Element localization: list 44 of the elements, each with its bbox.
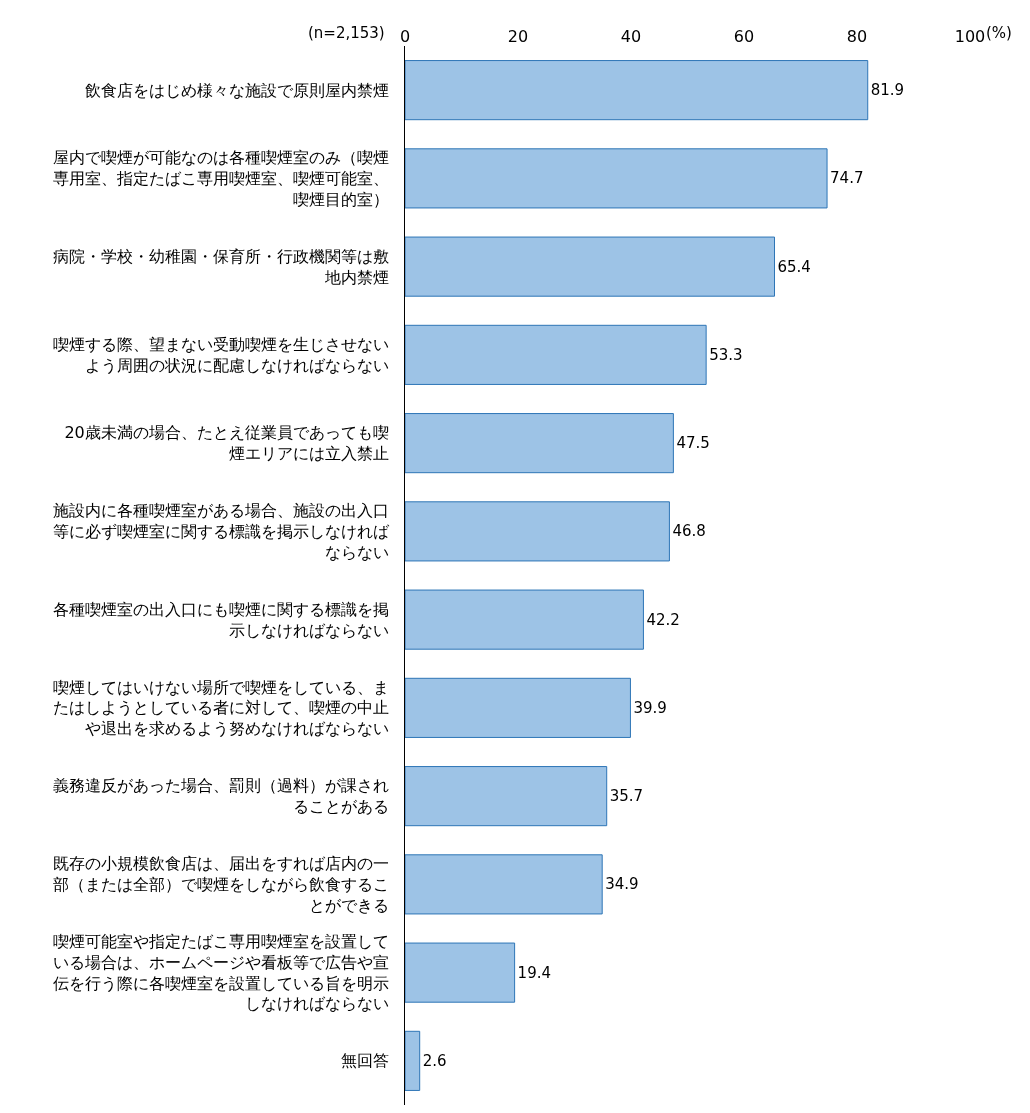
y-tick-label: 病院・学校・幼稚園・保育所・行政機関等は敷地内禁煙: [52, 246, 389, 287]
x-tick-label: 20: [507, 26, 529, 46]
bar: [405, 236, 776, 297]
text: (n=2,153): [308, 24, 385, 42]
data-label: 39.9: [633, 698, 667, 717]
data-label: 74.7: [830, 169, 864, 188]
data-label: 81.9: [870, 81, 905, 100]
data-label: 35.7: [609, 787, 644, 806]
data-label: 46.8: [672, 522, 706, 541]
bar: [405, 60, 869, 121]
x-tick-label: 0: [399, 26, 411, 46]
y-tick-label: 既存の小規模飲食店は、届出をすれば店内の一部（または全部）で喫煙をしながら飲食することができる: [52, 854, 389, 915]
data-label: 34.9: [605, 875, 639, 894]
y-tick-label: 施設内に各種喫煙室がある場合、施設の出入口等に必ず喫煙室に関する標識を掲示しなければならない: [52, 501, 390, 562]
x-tick-label: 80: [846, 26, 868, 46]
x-axis-title: (%): [986, 24, 1012, 42]
bar: [405, 766, 608, 827]
data-label: 42.2: [646, 610, 680, 629]
bar: [405, 148, 828, 209]
y-tick-label: 無回答: [340, 1051, 389, 1071]
y-tick-label: 20歳未満の場合、たとえ従業員であっても喫煙エリアには立入禁止: [64, 423, 389, 464]
x-tick-label: 40: [620, 26, 642, 46]
bar: [405, 1030, 421, 1091]
y-tick-label: 屋内で喫煙が可能なのは各種喫煙室のみ（喫煙専用室、指定たばこ専用喫煙室、喫煙可能室、喫煙目的室）: [52, 148, 389, 209]
bar: [405, 854, 603, 915]
bar: [405, 677, 631, 738]
x-tick-label: 100: [954, 26, 986, 46]
bar: [405, 501, 670, 562]
data-label: 2.6: [422, 1051, 447, 1070]
y-tick-label: 各種喫煙室の出入口にも喫煙に関する標識を掲示しなければならない: [52, 599, 389, 640]
data-label: 47.5: [676, 434, 710, 453]
y-tick-label: 飲食店をはじめ様々な施設で原則屋内禁煙: [84, 80, 389, 100]
y-tick-label: 喫煙してはいけない場所で喫煙をしている、またはしようとしている者に対して、喫煙の中止や退出を求めるよう努めなければならない: [52, 677, 389, 739]
y-tick-label: 喫煙可能室や指定たばこ専用喫煙室を設置している場合は、ホームページや看板等で広告や宣伝を行う際に各喫煙室を設置している旨を明示しなければならない: [52, 932, 389, 1014]
data-label: 53.3: [709, 345, 743, 364]
bar: [405, 413, 674, 474]
x-tick-label: 60: [733, 26, 755, 46]
data-label: 65.4: [777, 257, 811, 276]
data-label: 19.4: [517, 963, 552, 982]
bar: [405, 324, 707, 385]
y-tick-label: 喫煙する際、望まない受動喫煙を生じさせないよう周囲の状況に配慮しなければならない: [52, 335, 389, 375]
y-tick-label: 義務違反があった場合、罰則（過料）が課されることがある: [52, 776, 389, 817]
bar: [405, 942, 516, 1003]
bar: [405, 589, 644, 650]
